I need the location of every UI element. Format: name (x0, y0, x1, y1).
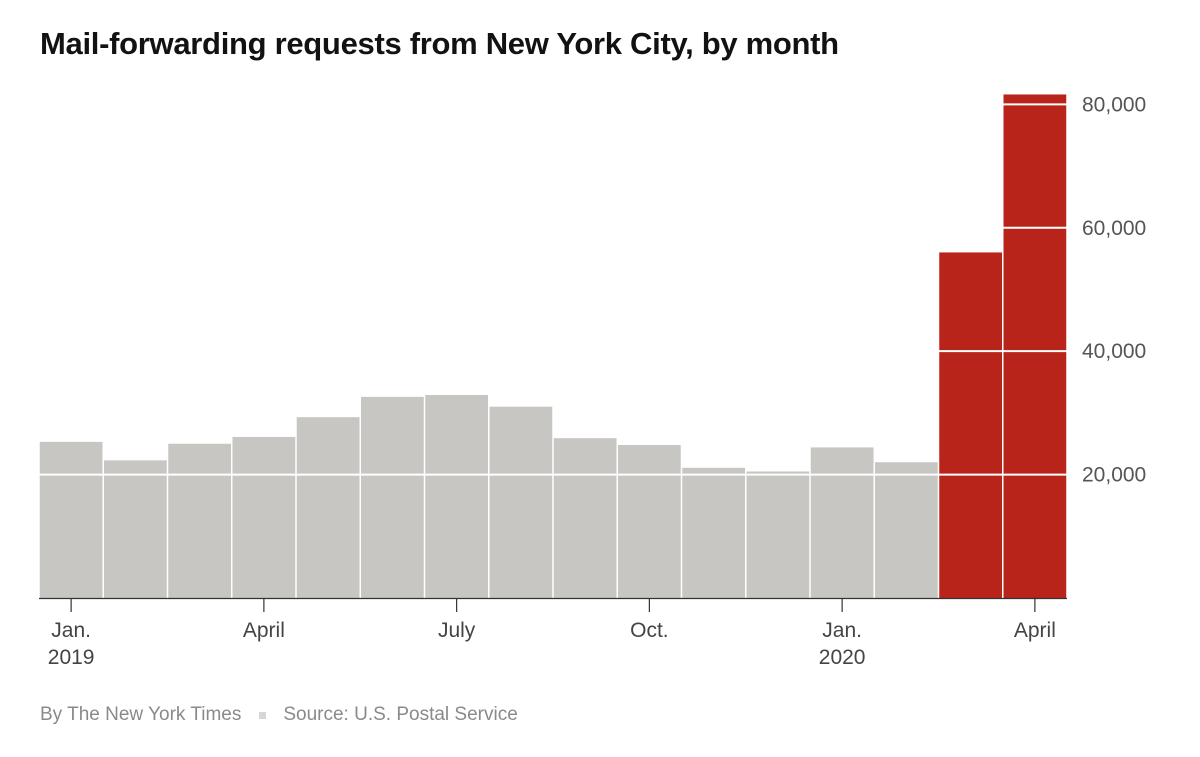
bar-15 (1003, 94, 1067, 598)
separator-square-icon (259, 711, 267, 719)
x-tick-label: July (438, 619, 476, 642)
y-tick-label: 60,000 (1082, 217, 1146, 240)
x-tick-label: Oct. (630, 619, 669, 642)
x-tick-label: April (243, 619, 285, 642)
bar-2 (168, 443, 231, 598)
chart-footer: By The New York Times Source: U.S. Posta… (40, 704, 518, 726)
bar-4 (296, 417, 360, 598)
bars-group (39, 94, 1067, 598)
bar-7 (489, 406, 553, 598)
bar-10 (682, 467, 745, 598)
bar-1 (104, 460, 167, 598)
x-axis: Jan. 2019 April July Oct. Jan. 2020 April (39, 597, 1067, 669)
byline: By The New York Times (40, 704, 242, 725)
bar-8 (553, 438, 617, 598)
bar-11 (746, 471, 810, 598)
x-tick-label: Jan. (51, 619, 91, 642)
bar-14 (939, 252, 1002, 598)
bar-0 (39, 441, 103, 598)
x-tick-label-year: 2020 (819, 646, 866, 669)
chart-title: Mail-forwarding requests from New York C… (40, 26, 839, 61)
bar-5 (361, 396, 424, 598)
bar-12 (810, 447, 874, 598)
bar-9 (618, 444, 681, 598)
source-note: Source: U.S. Postal Service (283, 704, 518, 725)
bar-3 (232, 436, 296, 598)
bar-chart: 20,000 40,000 60,000 80,000 Jan. 2019 April Ju… (39, 93, 1146, 669)
bar-13 (875, 462, 938, 598)
y-tick-label: 80,000 (1082, 93, 1146, 116)
y-tick-label: 40,000 (1082, 340, 1146, 363)
gridlines-group (39, 103, 1067, 476)
x-tick-label: Jan. (822, 619, 862, 642)
bar-6 (425, 394, 488, 598)
y-tick-label: 20,000 (1082, 464, 1146, 487)
x-tick-label-year: 2019 (48, 646, 95, 669)
x-tick-label: April (1014, 619, 1056, 642)
y-axis-ticks: 20,000 40,000 60,000 80,000 (1082, 93, 1146, 486)
